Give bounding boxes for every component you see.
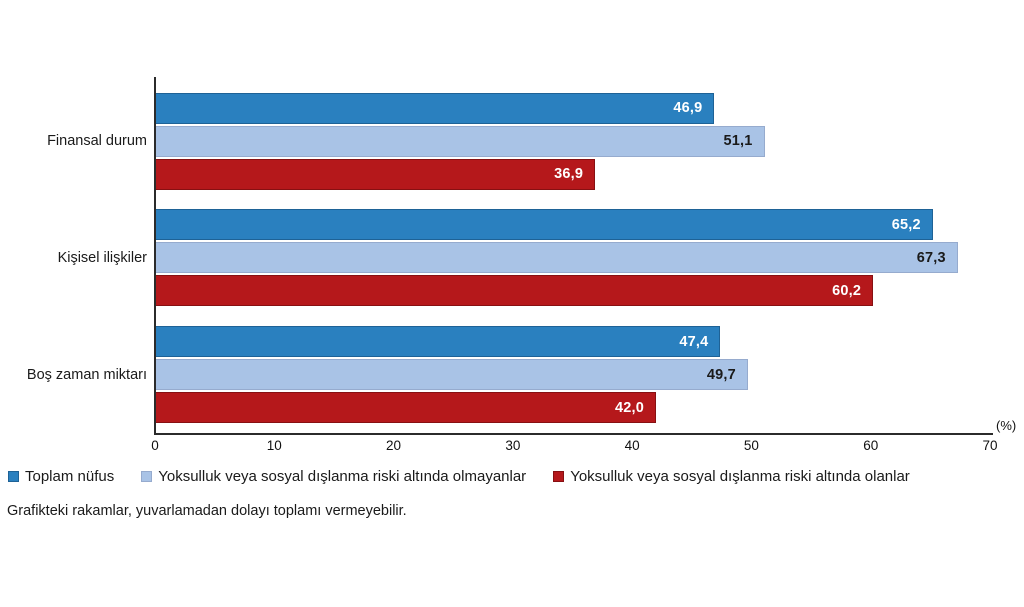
bar-value-label: 42,0: [614, 399, 644, 416]
legend-swatch-icon: [553, 471, 565, 482]
bar: 42,0: [155, 392, 656, 424]
bar-group: 47,4 49,7 42,0: [155, 316, 990, 433]
y-axis-line: [154, 77, 156, 435]
x-tick-label: 70: [982, 438, 998, 453]
bar-group: 65,2 67,3 60,2: [155, 200, 990, 317]
bar-value-label: 49,7: [706, 366, 736, 383]
legend-item: Toplam nüfus: [8, 468, 114, 485]
x-tick-label: 0: [151, 438, 159, 453]
bar: 36,9: [155, 158, 596, 190]
footnote: Grafikteki rakamlar, yuvarlamadan dolayı…: [7, 503, 407, 519]
plot-area: 46,9 51,1 36,9 65,2 67,3 60,2 47,4 49,7 42,0: [154, 77, 993, 435]
x-tick-label: 40: [624, 438, 640, 453]
bar-value-label: 51,1: [723, 133, 753, 150]
legend-item: Yoksulluk veya sosyal dışlanma riski alt…: [553, 468, 910, 485]
category-label: Kişisel ilişkiler: [57, 249, 147, 266]
bar: 49,7: [155, 359, 748, 391]
legend-swatch-icon: [8, 471, 19, 482]
bar: 51,1: [155, 125, 765, 157]
bar-group: 46,9 51,1 36,9: [155, 83, 990, 200]
bar-value-label: 36,9: [554, 166, 584, 183]
bar-value-label: 67,3: [916, 249, 946, 266]
category-label: Boş zaman miktarı: [26, 366, 147, 383]
legend-label: Yoksulluk veya sosyal dışlanma riski alt…: [158, 468, 527, 485]
x-tick-label: 20: [386, 438, 402, 453]
x-tick-label: 30: [505, 438, 521, 453]
bar: 47,4: [155, 326, 721, 358]
legend-item: Yoksulluk veya sosyal dışlanma riski alt…: [141, 468, 526, 485]
legend: Toplam nüfus Yoksulluk veya sosyal dışlan…: [8, 468, 910, 485]
category-label: Finansal durum: [47, 133, 147, 150]
bar-value-label: 46,9: [673, 100, 703, 117]
legend-label: Yoksulluk veya sosyal dışlanma riski alt…: [570, 468, 910, 485]
bar-value-label: 65,2: [891, 216, 921, 233]
x-axis-line: [154, 433, 993, 435]
bar-value-label: 60,2: [832, 282, 862, 299]
bar: 65,2: [155, 209, 933, 241]
bar-value-label: 47,4: [679, 333, 709, 350]
x-tick-label: 50: [743, 438, 759, 453]
bar: 67,3: [155, 242, 958, 274]
category-labels: Finansal durum Kişisel ilişkiler Boş zaman…: [0, 83, 147, 433]
percent-unit-label: (%): [996, 418, 1017, 433]
bar: 46,9: [155, 92, 715, 124]
bar: 60,2: [155, 275, 874, 307]
x-tick-label: 10: [266, 438, 282, 453]
x-axis-ticks: 0 10 20 30 40 50 60 70: [151, 438, 997, 454]
legend-label: Toplam nüfus: [25, 468, 115, 485]
x-tick-label: 60: [863, 438, 879, 453]
legend-swatch-icon: [141, 471, 153, 482]
